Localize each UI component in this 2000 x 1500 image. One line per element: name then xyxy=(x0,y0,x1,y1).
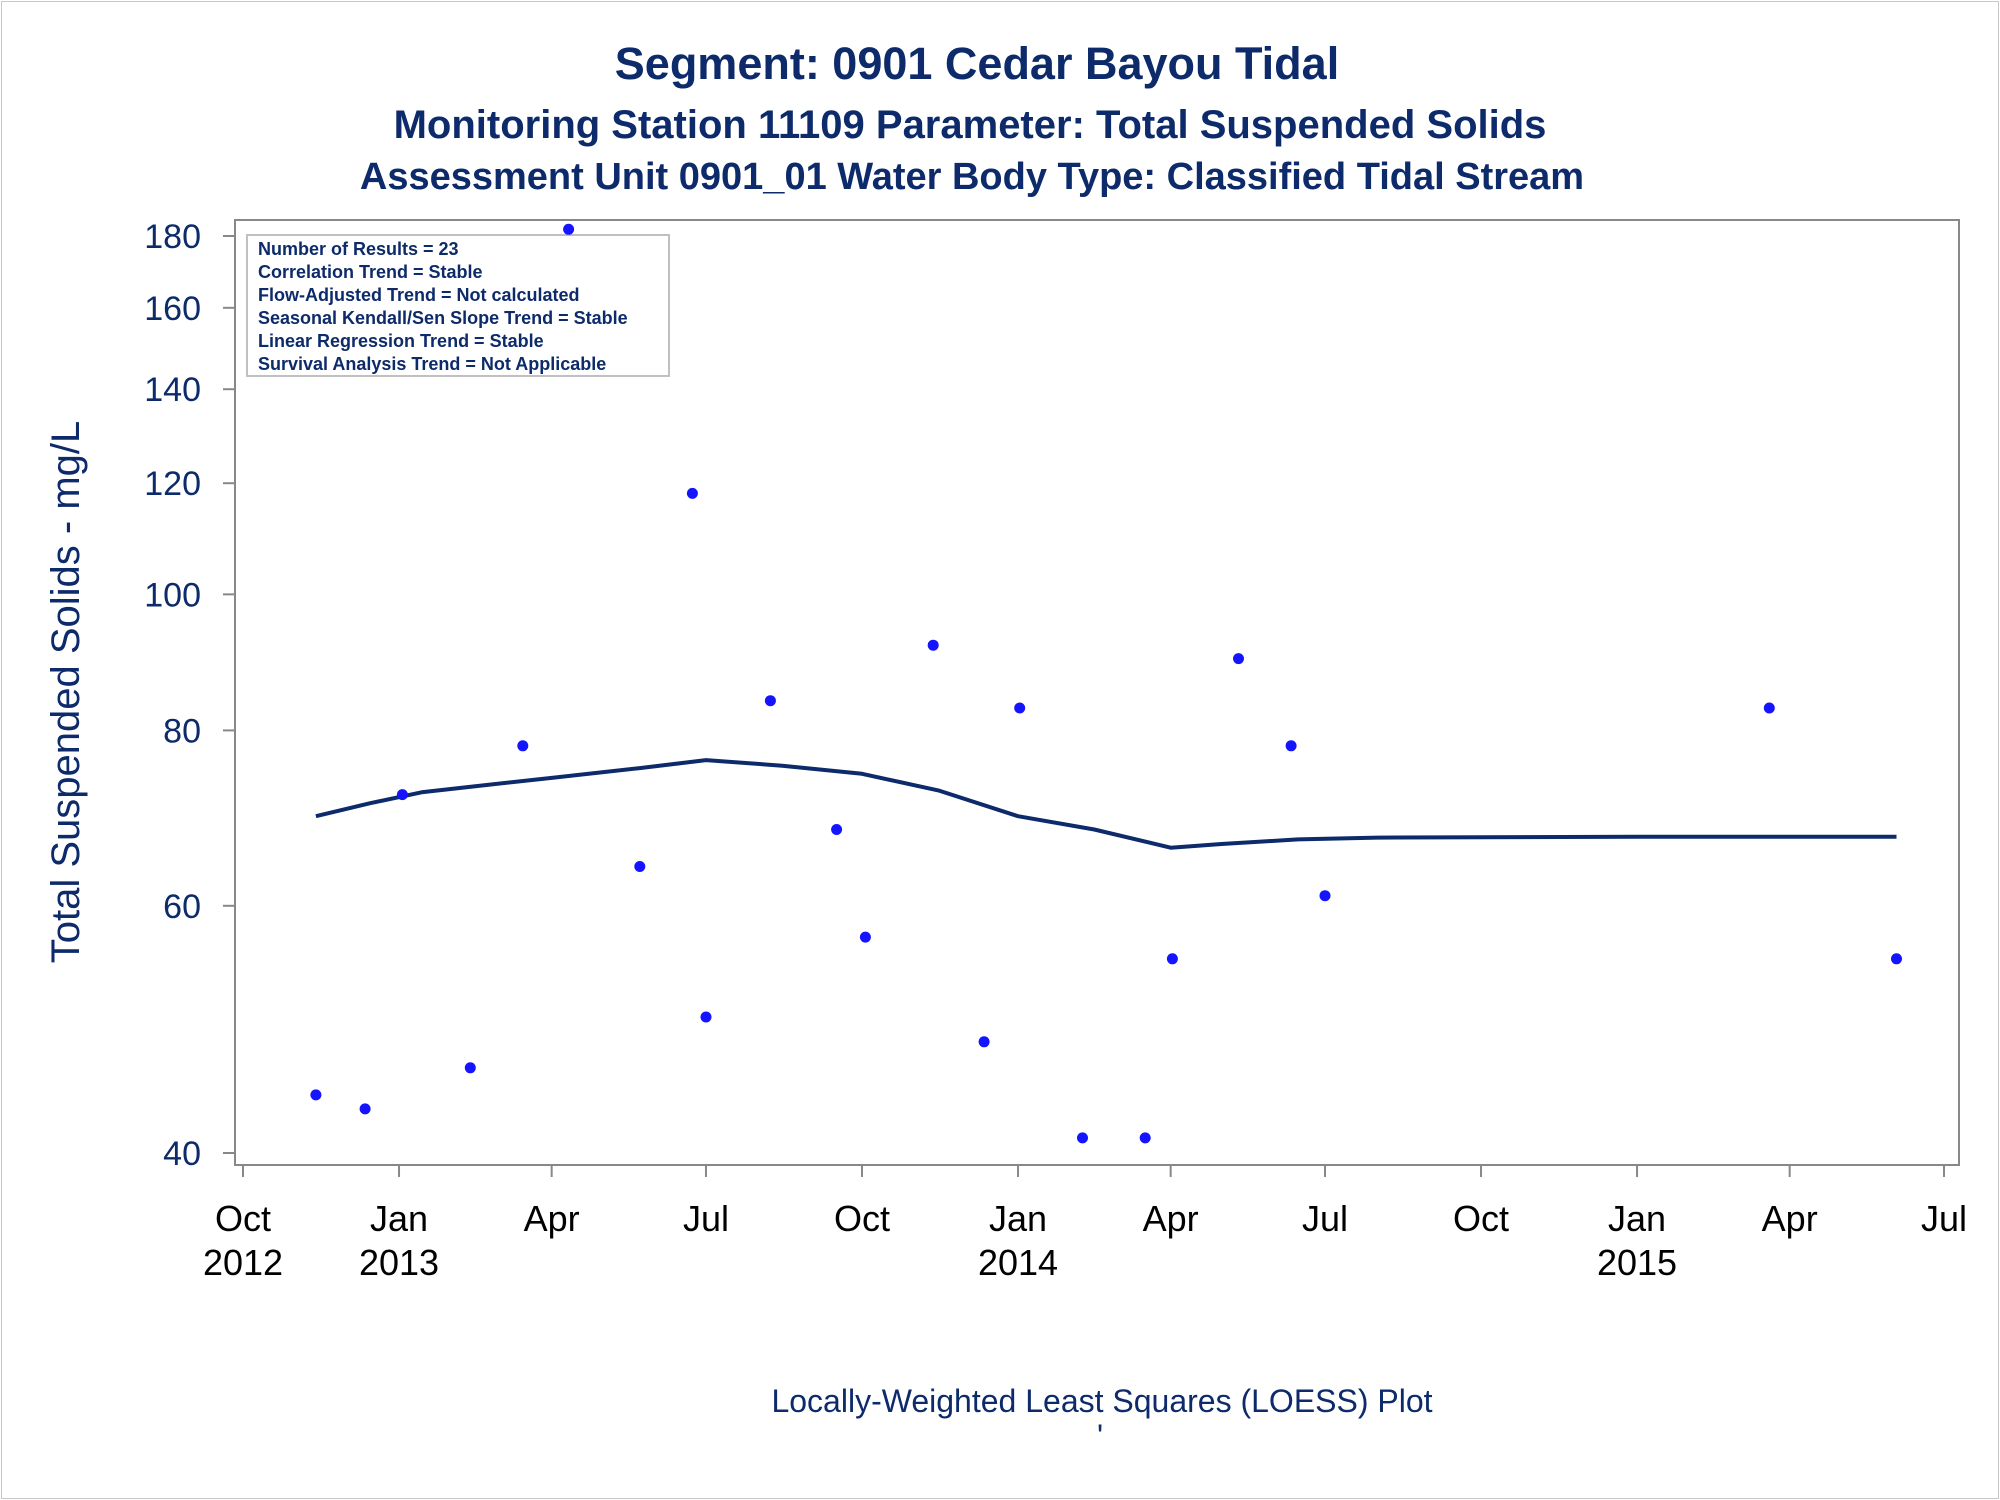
data-point xyxy=(359,1103,371,1115)
data-point xyxy=(1891,953,1902,965)
trend-stat-line: Number of Results = 23 xyxy=(258,239,459,259)
x-tick-label: Jul xyxy=(1921,1198,1967,1239)
data-point xyxy=(764,695,776,707)
x-tick-year-label: 2012 xyxy=(203,1242,283,1283)
x-tick-label: Apr xyxy=(524,1198,580,1239)
x-tick-label: Apr xyxy=(1762,1198,1818,1239)
data-point xyxy=(396,789,408,801)
data-point xyxy=(686,487,698,499)
x-tick-label: Jan xyxy=(989,1198,1047,1239)
x-tick-label: Oct xyxy=(1453,1198,1509,1239)
x-tick-label: Jul xyxy=(683,1198,729,1239)
footnote: Locally-Weighted Least Squares (LOESS) P… xyxy=(771,1383,1432,1419)
x-tick-label: Apr xyxy=(1143,1198,1199,1239)
y-axis-label: Total Suspended Solids - mg/L xyxy=(44,421,88,964)
data-point xyxy=(634,861,646,872)
data-point xyxy=(927,639,939,651)
data-point xyxy=(464,1062,476,1074)
data-points xyxy=(310,223,1902,1144)
y-tick-label: 180 xyxy=(144,218,201,256)
x-tick-label: Oct xyxy=(834,1198,890,1239)
trend-stat-line: Survival Analysis Trend = Not Applicable xyxy=(258,354,606,374)
y-axis: 40 60 80 100 120 140 160 180 xyxy=(144,218,235,1173)
data-point xyxy=(1319,890,1331,902)
data-point xyxy=(310,1089,322,1101)
y-tick-label: 60 xyxy=(163,888,201,926)
trend-stats-box xyxy=(246,234,670,377)
plot-area xyxy=(234,219,1960,1166)
x-tick-year-label: 2014 xyxy=(978,1242,1058,1283)
x-tick-year-label: 2015 xyxy=(1597,1242,1677,1283)
y-tick-label: 120 xyxy=(144,465,201,503)
data-point xyxy=(517,740,529,752)
data-point xyxy=(1166,953,1178,965)
y-tick-label: 140 xyxy=(144,371,201,409)
data-point xyxy=(1139,1132,1151,1144)
chart-subtitle: Monitoring Station 11109 Parameter: Tota… xyxy=(394,103,1547,147)
data-point xyxy=(978,1036,990,1048)
x-tick-label: Jul xyxy=(1302,1198,1348,1239)
y-tick-label: 40 xyxy=(163,1135,201,1173)
chart-subtitle-2: Assessment Unit 0901_01 Water Body Type:… xyxy=(360,156,1584,198)
data-point xyxy=(1014,702,1026,714)
chart-title: Segment: 0901 Cedar Bayou Tidal xyxy=(615,38,1339,89)
y-tick-label: 100 xyxy=(144,576,201,614)
data-point xyxy=(1233,653,1244,665)
y-tick-label: 160 xyxy=(144,290,201,328)
x-tick-label: Jan xyxy=(1608,1198,1666,1239)
x-tick-year-label: 2013 xyxy=(359,1242,439,1283)
trend-stat-line: Flow-Adjusted Trend = Not calculated xyxy=(258,285,580,305)
data-point xyxy=(563,223,575,235)
data-point xyxy=(1763,702,1775,714)
footnote-mark: ' xyxy=(1097,1418,1103,1454)
trend-stat-line: Linear Regression Trend = Stable xyxy=(258,331,544,351)
x-tick-label: Oct xyxy=(215,1198,271,1239)
data-point xyxy=(700,1011,712,1023)
trend-stat-line: Seasonal Kendall/Sen Slope Trend = Stabl… xyxy=(258,308,628,328)
trend-stat-line: Correlation Trend = Stable xyxy=(258,262,483,282)
data-point xyxy=(1077,1132,1088,1144)
data-point xyxy=(1285,740,1297,752)
data-point xyxy=(859,931,871,943)
loess-line xyxy=(315,758,1897,850)
data-point xyxy=(831,824,843,835)
x-tick-label: Jan xyxy=(370,1198,428,1239)
y-tick-label: 80 xyxy=(163,712,201,750)
